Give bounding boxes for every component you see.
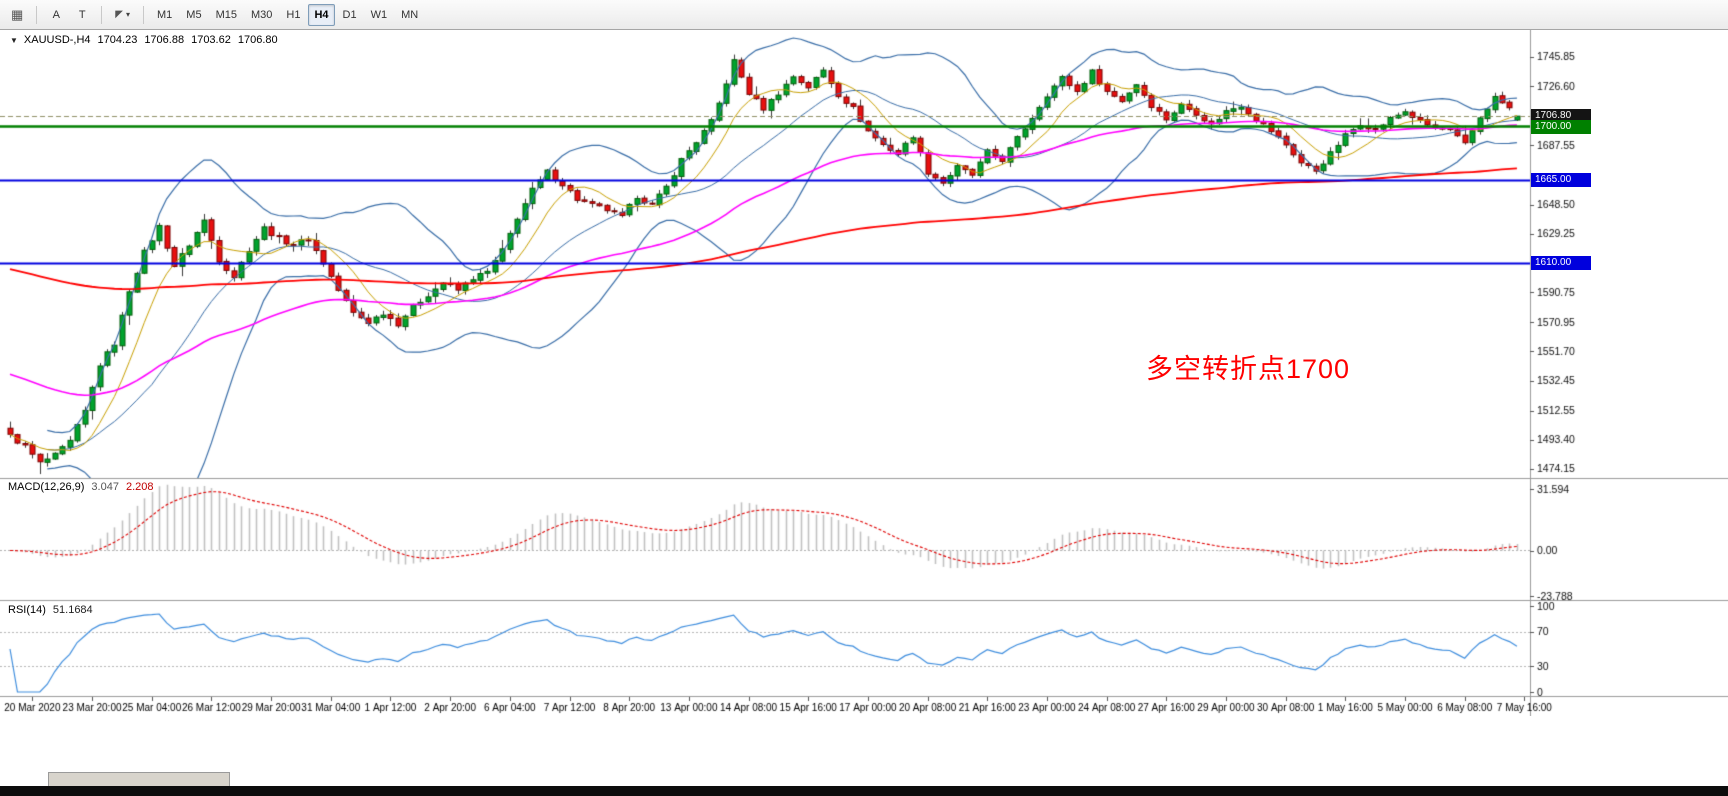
chevron-down-icon: ▾ xyxy=(126,10,131,19)
tf-button-h1[interactable]: H1 xyxy=(280,4,306,26)
macd-panel-label: MACD(12,26,9) 3.047 2.208 xyxy=(8,481,153,493)
toolbar-separator xyxy=(143,5,145,24)
rsi-panel-label: RSI(14) 51.1684 xyxy=(8,604,93,616)
cursor-tool-button[interactable]: ◤ ▾ xyxy=(109,4,136,26)
hline-price-box-1665: 1665.00 xyxy=(1531,173,1591,187)
high-value: 1706.88 xyxy=(144,34,185,46)
tf-button-w1[interactable]: W1 xyxy=(365,4,394,26)
toolbar-separator xyxy=(36,5,38,24)
macd-main-value: 3.047 xyxy=(91,481,119,493)
symbol-timeframe-label: XAUUSD-,H4 xyxy=(23,34,91,46)
tf-button-m30[interactable]: M30 xyxy=(245,4,278,26)
chart-annotation-text: 多空转折点1700 xyxy=(1146,354,1351,384)
open-value: 1704.23 xyxy=(97,34,138,46)
tf-button-m1[interactable]: M1 xyxy=(151,4,178,26)
chart-ohlc-header: ▼ XAUUSD-,H4 1704.23 1706.88 1703.62 170… xyxy=(10,34,278,46)
annotate-a-button[interactable]: A xyxy=(44,4,68,26)
taskbar-strip xyxy=(0,786,1728,796)
price-chart-canvas[interactable] xyxy=(0,30,1728,716)
grid-icon: ▦ xyxy=(11,6,24,22)
tf-button-d1[interactable]: D1 xyxy=(337,4,363,26)
minimized-window-tab[interactable] xyxy=(48,772,230,787)
macd-name-label: MACD(12,26,9) xyxy=(8,481,85,493)
macd-signal-value: 2.208 xyxy=(125,481,154,493)
low-value: 1703.62 xyxy=(191,34,231,46)
current-price-box: 1706.80 xyxy=(1531,109,1591,123)
top-toolbar: ▦ A T ◤ ▾ M1 M5 M15 M30 H1 H4 D1 W1 MN xyxy=(0,0,1728,30)
tf-button-m15[interactable]: M15 xyxy=(210,4,243,26)
cursor-icon: ◤ xyxy=(115,9,123,20)
symbol-dropdown-icon: ▼ xyxy=(10,35,18,45)
text-tool-button[interactable]: T xyxy=(70,4,94,26)
rsi-name-label: RSI(14) xyxy=(8,604,46,616)
hline-price-box-1700: 1700.00 xyxy=(1531,120,1591,134)
tf-button-h4[interactable]: H4 xyxy=(308,3,335,26)
tf-button-mn[interactable]: MN xyxy=(395,4,424,26)
rsi-value: 51.1684 xyxy=(52,604,93,616)
hline-price-box-1610: 1610.00 xyxy=(1531,256,1591,270)
close-value: 1706.80 xyxy=(237,34,278,46)
toolbar-separator xyxy=(101,5,103,24)
grid-menu-button[interactable]: ▦ xyxy=(5,4,29,26)
tf-button-m5[interactable]: M5 xyxy=(180,4,207,26)
